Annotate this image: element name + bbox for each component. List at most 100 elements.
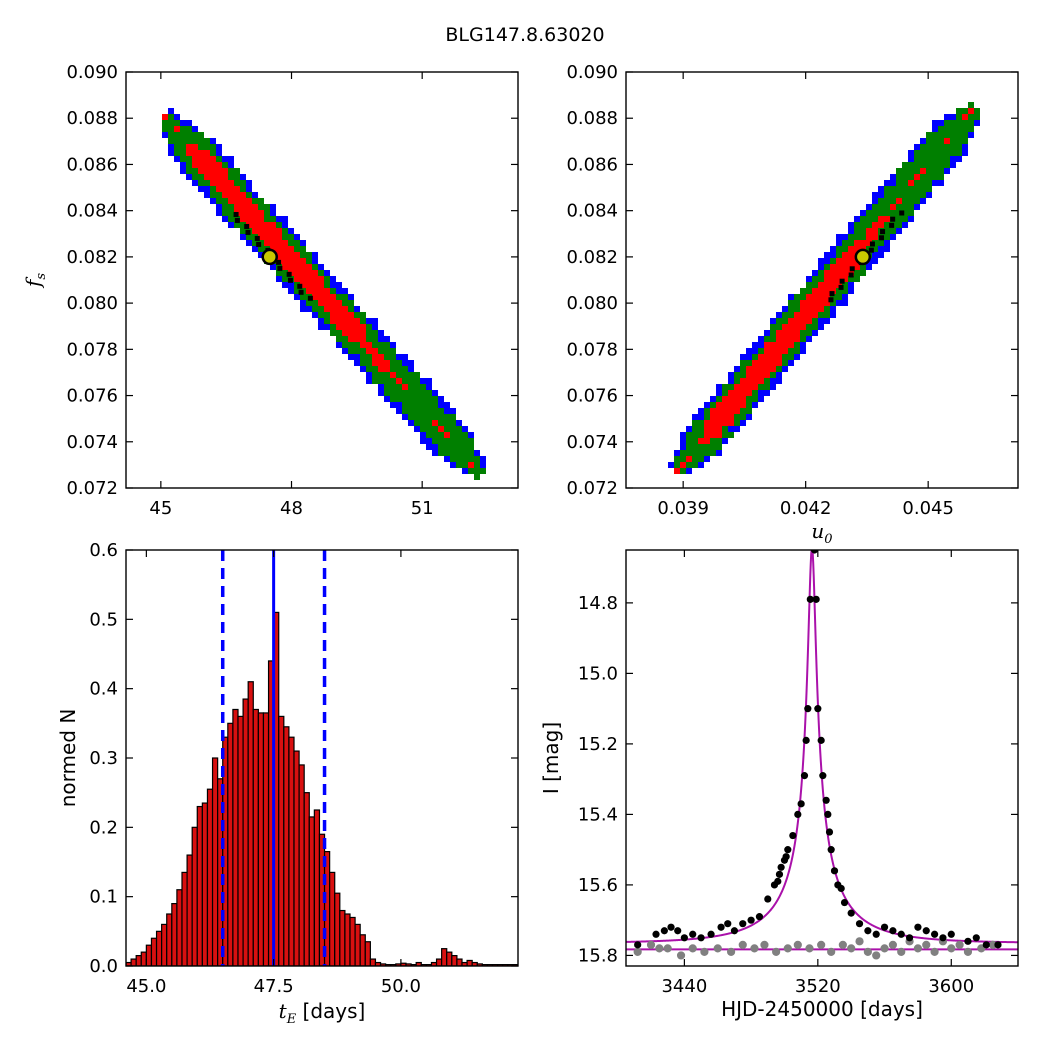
histogram-bar <box>359 934 366 966</box>
plot-area <box>626 550 1018 960</box>
grid-cell-green <box>914 150 920 156</box>
grid-cell-green <box>342 336 348 342</box>
grid-cell-green <box>366 354 372 360</box>
observed-point <box>817 736 825 744</box>
grid-cell-blue <box>186 174 192 180</box>
grid-cell-red <box>342 312 348 318</box>
grid-cell-red <box>740 402 746 408</box>
observed-point <box>889 927 897 935</box>
y-tick-label: 0.076 <box>66 386 118 407</box>
histogram-bar <box>252 708 259 966</box>
grid-cell-blue <box>270 204 276 210</box>
grid-cell-green <box>926 144 932 150</box>
grid-cell-black <box>277 265 283 271</box>
grid-cell-red <box>788 336 794 342</box>
y-tick-label: 0.076 <box>566 386 618 407</box>
grid-cell-green <box>384 384 390 390</box>
grid-cell-red <box>776 360 782 366</box>
grid-cell-green <box>908 210 914 216</box>
grid-cell-green <box>222 204 228 210</box>
grid-cell-red <box>360 324 366 330</box>
grid-cell-green <box>944 132 950 138</box>
grid-cell-blue <box>192 180 198 186</box>
grid-cell-blue <box>420 432 426 438</box>
grid-cell-green <box>974 114 980 120</box>
y-tick-label: 0.074 <box>566 432 618 453</box>
grid-cell-red <box>704 426 710 432</box>
observed-point <box>800 772 809 780</box>
grid-cell-green <box>782 354 788 360</box>
grid-cell-blue <box>222 156 228 162</box>
grid-cell-green <box>354 312 360 318</box>
grid-cell-blue <box>276 216 282 222</box>
grid-cell-blue <box>318 324 324 330</box>
grid-cell-blue <box>174 114 180 120</box>
y-axis-label: normed N <box>56 709 80 808</box>
grid-cell-green <box>728 384 734 390</box>
grid-cell-green <box>860 222 866 228</box>
grid-cell-red <box>680 462 686 468</box>
grid-cell-red <box>342 324 348 330</box>
grid-cell-red <box>270 222 276 228</box>
grid-cell-green <box>186 138 192 144</box>
grid-cell-blue <box>878 192 884 198</box>
grid-cell-red <box>216 162 222 168</box>
y-tick-label: 14.8 <box>578 593 618 614</box>
grid-cell-red <box>228 192 234 198</box>
grid-cell-red <box>782 348 788 354</box>
grid-cell-green <box>794 294 800 300</box>
grid-cell-green <box>914 180 920 186</box>
histogram-bar <box>446 951 453 966</box>
grid-cell-blue <box>324 270 330 276</box>
grid-cell-blue <box>842 234 848 240</box>
histogram-bar <box>344 913 351 966</box>
grid-cell-green <box>680 456 686 462</box>
grid-cell-blue <box>872 192 878 198</box>
grid-cell-blue <box>324 324 330 330</box>
grid-cell-green <box>180 144 186 150</box>
histogram-bar <box>242 698 249 966</box>
grid-cell-blue <box>836 300 842 306</box>
grid-cell-red <box>896 198 902 204</box>
grid-cell-green <box>686 450 692 456</box>
grid-cell-green <box>384 354 390 360</box>
grid-cell-green <box>884 204 890 210</box>
grid-cell-green <box>402 366 408 372</box>
grid-cell-red <box>318 288 324 294</box>
grid-cell-blue <box>252 192 258 198</box>
grid-cell-green <box>752 390 758 396</box>
grid-cell-green <box>710 438 716 444</box>
grid-cell-green <box>420 384 426 390</box>
grid-cell-green <box>884 198 890 204</box>
grid-cell-green <box>390 366 396 372</box>
grid-cell-blue <box>246 240 252 246</box>
grid-cell-green <box>240 180 246 186</box>
grid-cell-green <box>330 324 336 330</box>
grid-cell-green <box>252 240 258 246</box>
grid-cell-red <box>282 240 288 246</box>
grid-cell-red <box>240 204 246 210</box>
grid-cell-red <box>282 264 288 270</box>
grid-cell-green <box>830 300 836 306</box>
grid-cell-red <box>806 294 812 300</box>
grid-cell-red <box>276 234 282 240</box>
grid-cell-green <box>480 468 486 474</box>
grid-cell-red <box>818 294 824 300</box>
grid-cell-red <box>366 342 372 348</box>
grid-cell-blue <box>300 300 306 306</box>
grid-cell-red <box>704 432 710 438</box>
grid-cell-green <box>414 402 420 408</box>
grid-cell-green <box>698 450 704 456</box>
grid-cell-red <box>252 204 258 210</box>
grid-cell-red <box>866 240 872 246</box>
observed-point <box>697 934 705 942</box>
grid-cell-green <box>908 204 914 210</box>
grid-cell-red <box>722 402 728 408</box>
grid-cell-green <box>186 156 192 162</box>
grid-cell-black <box>297 283 303 289</box>
grid-cell-blue <box>962 150 968 156</box>
grid-cell-red <box>800 318 806 324</box>
grid-cell-green <box>902 216 908 222</box>
grid-cell-green <box>932 138 938 144</box>
grid-cell-green <box>366 366 372 372</box>
